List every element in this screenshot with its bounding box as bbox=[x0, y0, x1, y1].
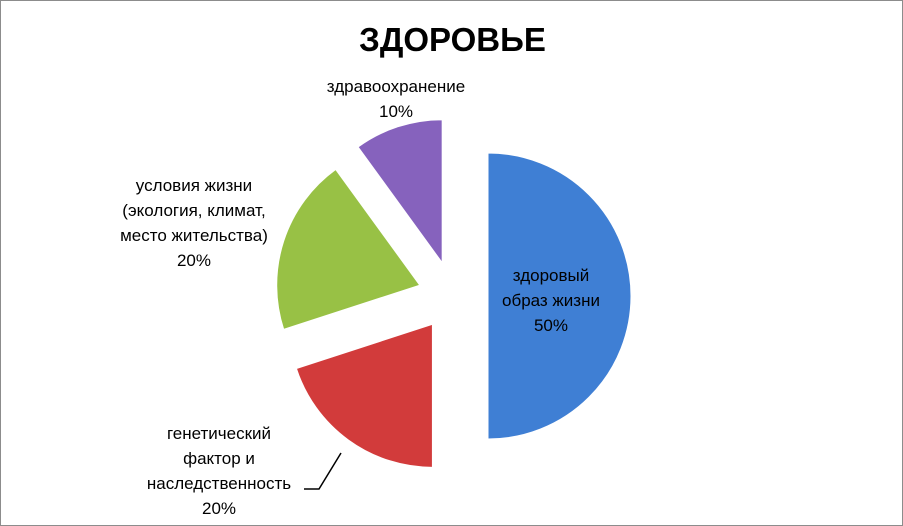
category-label: генетический фактор и наследственность bbox=[146, 424, 292, 493]
chart-title: ЗДОРОВЬЕ bbox=[359, 21, 546, 58]
pie-slice bbox=[357, 119, 443, 265]
slice-label: здоровый образ жизни 50% bbox=[502, 263, 600, 338]
category-label: условия жизни (экология, климат, место ж… bbox=[120, 176, 268, 245]
value-label: 10% bbox=[378, 102, 414, 121]
leader-line bbox=[304, 452, 342, 490]
slice-label: здравоохранение 10% bbox=[327, 74, 465, 124]
value-label: 50% bbox=[533, 316, 569, 335]
pie-slice bbox=[487, 152, 632, 440]
category-label: здравоохранение bbox=[326, 77, 466, 96]
slice-label: условия жизни (экология, климат, место ж… bbox=[120, 173, 268, 273]
category-label: здоровый образ жизни bbox=[502, 266, 600, 310]
slice-label: генетический фактор и наследственность 20… bbox=[147, 421, 291, 521]
value-label: 20% bbox=[176, 251, 212, 270]
pie-slice bbox=[295, 323, 433, 468]
value-label: 20% bbox=[201, 499, 237, 518]
pie-slice bbox=[276, 168, 421, 331]
